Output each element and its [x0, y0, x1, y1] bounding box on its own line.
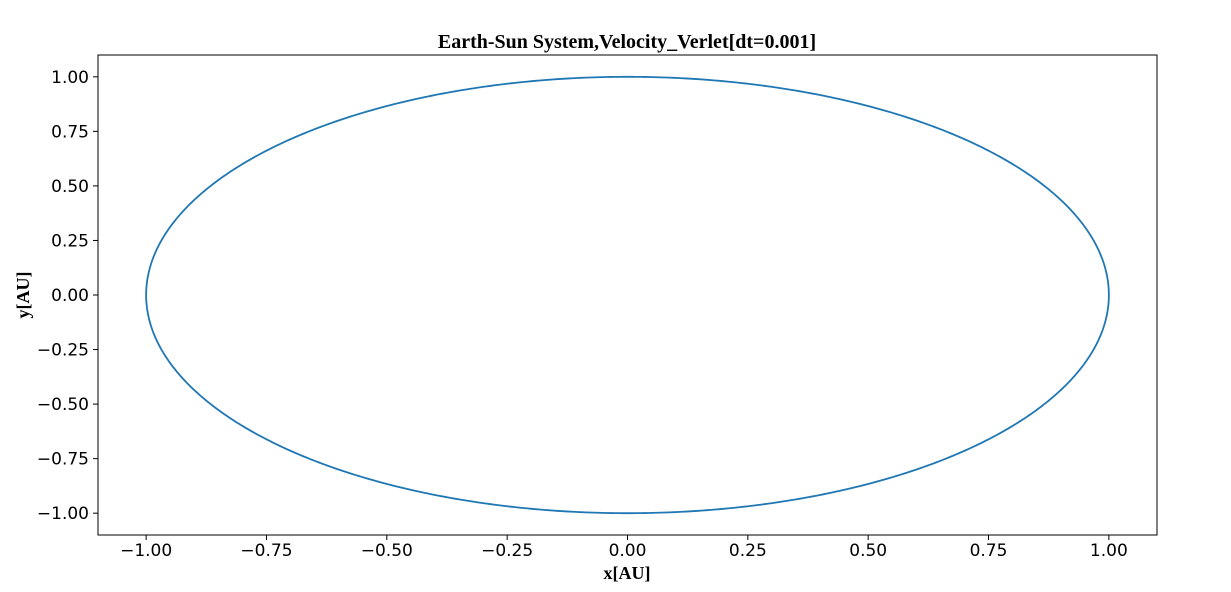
x-tick-label: 0.00 — [609, 541, 647, 561]
x-tick-label: 1.00 — [1090, 541, 1128, 561]
y-tick-label: −1.00 — [37, 504, 89, 524]
x-tick-label: 0.75 — [970, 541, 1008, 561]
y-tick-label: 0.25 — [51, 231, 89, 251]
y-tick-label: 1.00 — [51, 68, 89, 88]
y-tick-label: −0.75 — [37, 450, 89, 470]
y-tick-label: 0.00 — [51, 286, 89, 306]
x-axis: −1.00 −0.75 −0.50 −0.25 0.00 0.25 0.50 0.75 1.00 — [120, 535, 1128, 561]
chart-title: Earth-Sun System,Velocity_Verlet[dt=0.00… — [438, 31, 816, 53]
x-tick-label: −0.25 — [481, 541, 533, 561]
x-axis-label: x[AU] — [604, 563, 651, 583]
y-axis-label: y[AU] — [13, 272, 33, 319]
y-axis: 1.00 0.75 0.50 0.25 0.00 −0.25 −0.50 −0.75 −1.00 — [37, 68, 98, 524]
y-tick-label: −0.25 — [37, 341, 89, 361]
x-tick-label: −0.75 — [240, 541, 292, 561]
y-tick-label: −0.50 — [37, 395, 89, 415]
y-tick-label: 0.50 — [51, 177, 89, 197]
x-tick-label: −1.00 — [120, 541, 172, 561]
x-tick-label: −0.50 — [361, 541, 413, 561]
x-tick-label: 0.25 — [729, 541, 767, 561]
x-tick-label: 0.50 — [849, 541, 887, 561]
y-tick-label: 0.75 — [51, 122, 89, 142]
series-line-orbit — [145, 75, 1110, 515]
